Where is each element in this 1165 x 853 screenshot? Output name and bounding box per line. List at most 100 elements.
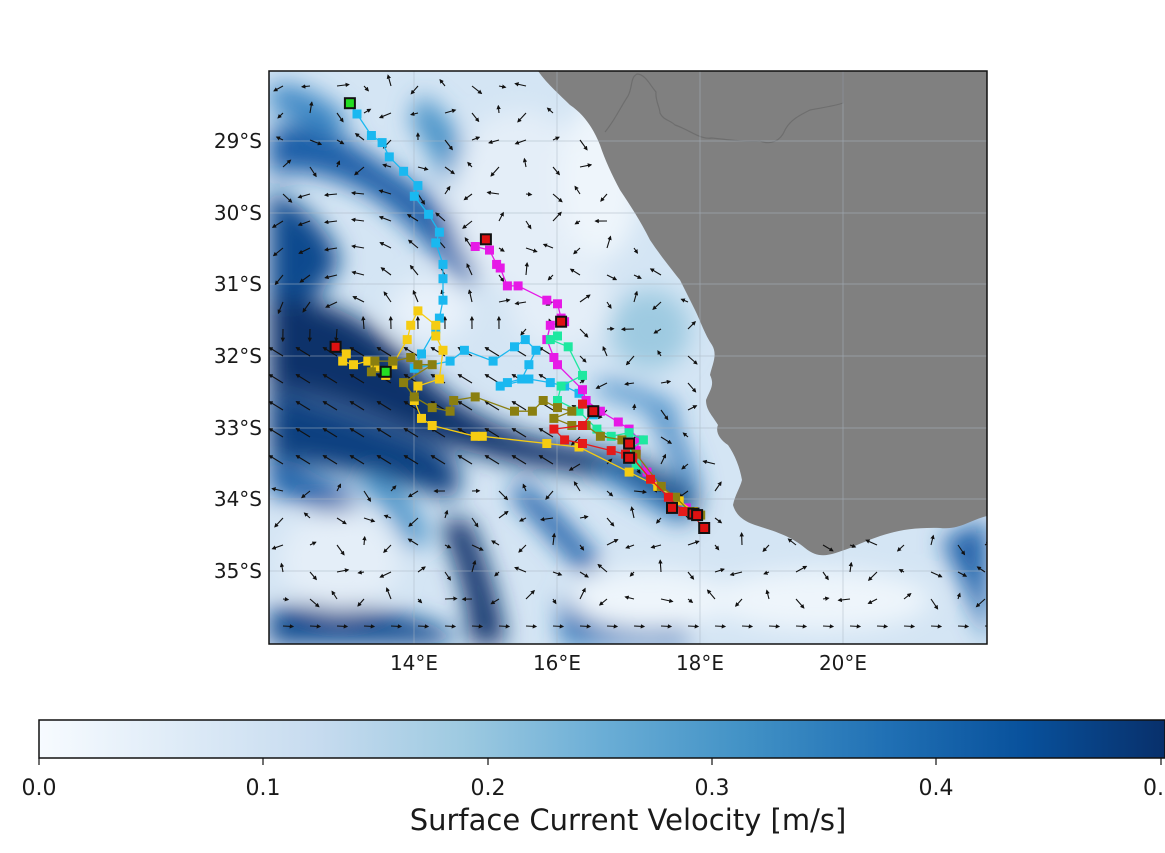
colorbar-frame xyxy=(38,719,1165,759)
end-marker xyxy=(623,451,636,464)
current-arrow-icon xyxy=(702,459,716,465)
current-arrow-icon xyxy=(517,112,527,123)
current-arrow-icon xyxy=(579,587,586,600)
current-arrow-icon xyxy=(494,571,500,577)
lon-tick-label: 18°E xyxy=(676,651,724,675)
current-arrow-icon xyxy=(322,374,338,384)
current-arrow-icon xyxy=(417,566,426,573)
current-arrow-icon xyxy=(272,247,284,257)
current-arrow-icon xyxy=(930,571,943,578)
trajectory-point xyxy=(531,345,541,355)
trajectory-point xyxy=(384,152,394,162)
current-arrow-icon xyxy=(484,455,500,465)
trajectory-point xyxy=(477,431,487,441)
trajectory-point xyxy=(413,181,423,191)
current-arrow-icon xyxy=(282,624,295,629)
trajectory-point xyxy=(409,392,419,402)
current-arrow-icon xyxy=(430,401,446,411)
current-arrow-icon xyxy=(412,289,419,303)
current-arrow-icon xyxy=(407,490,419,498)
current-arrow-icon xyxy=(336,517,347,525)
current-arrow-icon xyxy=(552,624,565,629)
trajectory-point xyxy=(445,356,455,366)
current-arrow-icon xyxy=(297,220,311,227)
lat-tick-label: 29°S xyxy=(214,129,262,153)
current-arrow-icon xyxy=(357,570,365,575)
current-arrow-icon xyxy=(336,483,342,492)
current-arrow-icon xyxy=(762,544,770,553)
current-arrow-icon xyxy=(498,247,505,252)
current-arrow-icon xyxy=(678,490,689,498)
current-arrow-icon xyxy=(957,624,970,629)
current-arrow-icon xyxy=(324,219,338,225)
trajectory-point xyxy=(678,507,688,516)
current-arrow-icon xyxy=(322,455,338,465)
current-arrow-icon xyxy=(407,239,419,249)
current-arrow-icon xyxy=(573,481,581,492)
current-arrow-icon xyxy=(822,544,834,552)
current-arrow-icon xyxy=(408,517,419,527)
current-arrow-icon xyxy=(354,166,365,176)
trajectory-point xyxy=(352,109,362,119)
trajectory-point xyxy=(370,356,380,366)
trajectory-point xyxy=(399,166,409,176)
current-arrow-icon xyxy=(579,624,592,629)
current-arrow-icon xyxy=(930,534,935,546)
current-arrow-icon xyxy=(471,112,480,123)
end-marker xyxy=(479,233,492,246)
current-arrow-icon xyxy=(471,136,481,141)
current-arrow-icon xyxy=(687,571,695,580)
current-arrow-icon xyxy=(687,382,697,393)
trajectory-point xyxy=(434,313,444,323)
current-arrow-icon xyxy=(984,541,987,546)
current-arrow-icon xyxy=(351,270,365,276)
current-arrow-icon xyxy=(349,455,365,465)
current-arrow-icon xyxy=(309,624,322,629)
current-arrow-icon xyxy=(629,571,635,577)
end-marker xyxy=(691,509,704,522)
trajectory-point xyxy=(520,335,530,345)
current-arrow-icon xyxy=(484,428,500,438)
current-arrow-icon xyxy=(444,624,457,629)
current-arrow-icon xyxy=(898,569,905,574)
trajectory-point xyxy=(553,299,562,309)
trajectory-point xyxy=(431,238,441,248)
current-arrow-icon xyxy=(417,598,423,604)
current-arrow-icon xyxy=(471,85,483,95)
current-arrow-icon xyxy=(606,274,618,281)
current-arrow-icon xyxy=(975,598,986,608)
current-arrow-icon xyxy=(514,301,527,306)
current-arrow-icon xyxy=(282,193,293,203)
current-arrow-icon xyxy=(552,598,557,605)
current-arrow-icon xyxy=(714,568,725,573)
current-arrow-icon xyxy=(552,571,563,576)
trajectory-point xyxy=(402,335,412,345)
current-arrow-icon xyxy=(496,104,501,114)
trajectory-point xyxy=(613,417,623,427)
trajectory-point xyxy=(502,378,512,388)
trajectory-point xyxy=(542,439,552,448)
current-arrow-icon xyxy=(606,624,619,629)
current-arrow-icon xyxy=(362,535,367,546)
current-arrow-icon xyxy=(444,596,458,601)
trajectory-point xyxy=(366,367,376,377)
current-arrow-icon xyxy=(579,163,593,168)
current-arrow-icon xyxy=(606,301,612,309)
current-arrow-icon xyxy=(471,544,484,551)
current-arrow-icon xyxy=(403,347,419,357)
trajectory-point xyxy=(388,356,398,366)
trajectory-point xyxy=(545,335,555,345)
current-arrow-icon xyxy=(630,506,635,519)
trajectory-point xyxy=(638,435,648,445)
trajectory-point xyxy=(656,481,666,491)
current-arrow-icon xyxy=(298,247,311,254)
current-arrow-icon xyxy=(867,598,878,604)
current-arrow-icon xyxy=(322,401,338,411)
current-arrow-icon xyxy=(976,566,986,573)
current-arrow-icon xyxy=(301,84,311,89)
trajectory-point xyxy=(495,381,505,391)
trajectory-point xyxy=(406,320,416,330)
current-arrow-icon xyxy=(795,624,808,629)
current-arrow-icon xyxy=(382,163,392,168)
current-arrow-icon xyxy=(680,298,689,303)
